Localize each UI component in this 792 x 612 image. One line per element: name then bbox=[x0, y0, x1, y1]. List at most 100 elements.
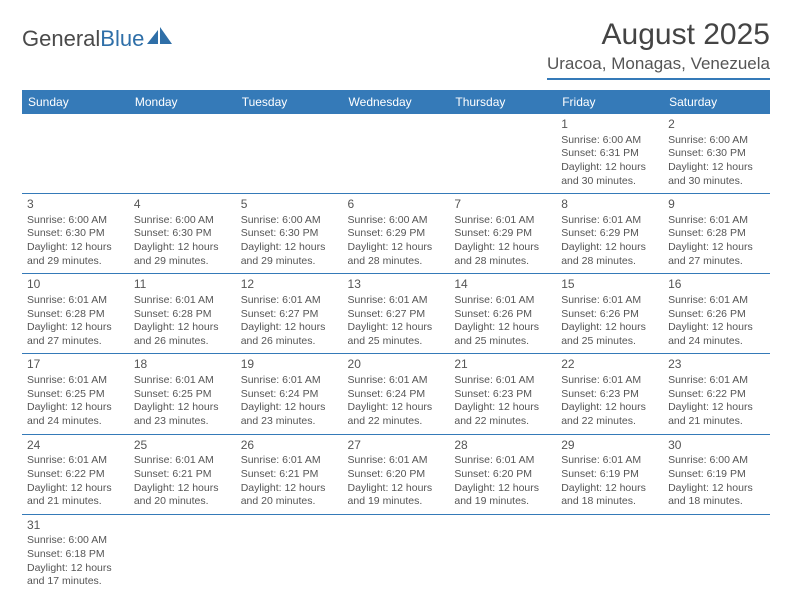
calendar-cell: 13Sunrise: 6:01 AMSunset: 6:27 PMDayligh… bbox=[343, 274, 450, 354]
daylight-line: Daylight: 12 hours and 24 minutes. bbox=[27, 401, 124, 428]
sunrise-line: Sunrise: 6:01 AM bbox=[134, 294, 231, 308]
day-number: 22 bbox=[561, 357, 658, 373]
calendar-cell: 3Sunrise: 6:00 AMSunset: 6:30 PMDaylight… bbox=[22, 194, 129, 274]
calendar-cell bbox=[343, 114, 450, 194]
calendar-cell: 26Sunrise: 6:01 AMSunset: 6:21 PMDayligh… bbox=[236, 434, 343, 514]
calendar-cell: 15Sunrise: 6:01 AMSunset: 6:26 PMDayligh… bbox=[556, 274, 663, 354]
daylight-line: Daylight: 12 hours and 17 minutes. bbox=[27, 562, 124, 589]
sunset-line: Sunset: 6:22 PM bbox=[668, 388, 765, 402]
sunrise-line: Sunrise: 6:01 AM bbox=[454, 214, 551, 228]
day-number: 14 bbox=[454, 277, 551, 293]
day-number: 12 bbox=[241, 277, 338, 293]
daylight-line: Daylight: 12 hours and 24 minutes. bbox=[668, 321, 765, 348]
sunrise-line: Sunrise: 6:01 AM bbox=[668, 374, 765, 388]
calendar-cell: 31Sunrise: 6:00 AMSunset: 6:18 PMDayligh… bbox=[22, 514, 129, 594]
day-number: 29 bbox=[561, 438, 658, 454]
sunrise-line: Sunrise: 6:01 AM bbox=[348, 374, 445, 388]
sunset-line: Sunset: 6:23 PM bbox=[561, 388, 658, 402]
day-number: 24 bbox=[27, 438, 124, 454]
sunrise-line: Sunrise: 6:01 AM bbox=[454, 454, 551, 468]
sunset-line: Sunset: 6:27 PM bbox=[241, 308, 338, 322]
day-number: 7 bbox=[454, 197, 551, 213]
daylight-line: Daylight: 12 hours and 22 minutes. bbox=[348, 401, 445, 428]
daylight-line: Daylight: 12 hours and 28 minutes. bbox=[454, 241, 551, 268]
calendar-cell bbox=[663, 514, 770, 594]
calendar-cell: 28Sunrise: 6:01 AMSunset: 6:20 PMDayligh… bbox=[449, 434, 556, 514]
day-number: 25 bbox=[134, 438, 231, 454]
calendar-head: SundayMondayTuesdayWednesdayThursdayFrid… bbox=[22, 90, 770, 114]
weekday-header: Monday bbox=[129, 90, 236, 114]
weekday-header: Tuesday bbox=[236, 90, 343, 114]
sunrise-line: Sunrise: 6:01 AM bbox=[134, 454, 231, 468]
calendar-cell bbox=[236, 514, 343, 594]
weekday-header: Friday bbox=[556, 90, 663, 114]
daylight-line: Daylight: 12 hours and 19 minutes. bbox=[454, 482, 551, 509]
sunset-line: Sunset: 6:21 PM bbox=[134, 468, 231, 482]
calendar-cell bbox=[22, 114, 129, 194]
day-number: 27 bbox=[348, 438, 445, 454]
daylight-line: Daylight: 12 hours and 26 minutes. bbox=[241, 321, 338, 348]
daylight-line: Daylight: 12 hours and 18 minutes. bbox=[668, 482, 765, 509]
calendar-cell bbox=[129, 114, 236, 194]
location: Uracoa, Monagas, Venezuela bbox=[547, 54, 770, 80]
day-number: 13 bbox=[348, 277, 445, 293]
calendar-cell: 21Sunrise: 6:01 AMSunset: 6:23 PMDayligh… bbox=[449, 354, 556, 434]
title-block: August 2025 Uracoa, Monagas, Venezuela bbox=[547, 18, 770, 80]
sunset-line: Sunset: 6:20 PM bbox=[454, 468, 551, 482]
calendar-cell: 19Sunrise: 6:01 AMSunset: 6:24 PMDayligh… bbox=[236, 354, 343, 434]
sunset-line: Sunset: 6:29 PM bbox=[561, 227, 658, 241]
sunset-line: Sunset: 6:30 PM bbox=[27, 227, 124, 241]
sunrise-line: Sunrise: 6:01 AM bbox=[27, 294, 124, 308]
calendar-cell bbox=[236, 114, 343, 194]
sunset-line: Sunset: 6:29 PM bbox=[348, 227, 445, 241]
sunset-line: Sunset: 6:19 PM bbox=[561, 468, 658, 482]
sunrise-line: Sunrise: 6:01 AM bbox=[241, 454, 338, 468]
sunrise-line: Sunrise: 6:01 AM bbox=[561, 374, 658, 388]
sunset-line: Sunset: 6:28 PM bbox=[668, 227, 765, 241]
daylight-line: Daylight: 12 hours and 21 minutes. bbox=[27, 482, 124, 509]
day-number: 28 bbox=[454, 438, 551, 454]
day-number: 23 bbox=[668, 357, 765, 373]
calendar-row: 1Sunrise: 6:00 AMSunset: 6:31 PMDaylight… bbox=[22, 114, 770, 194]
sunrise-line: Sunrise: 6:00 AM bbox=[668, 454, 765, 468]
sunrise-line: Sunrise: 6:00 AM bbox=[27, 534, 124, 548]
calendar-cell: 22Sunrise: 6:01 AMSunset: 6:23 PMDayligh… bbox=[556, 354, 663, 434]
sunrise-line: Sunrise: 6:01 AM bbox=[134, 374, 231, 388]
sunrise-line: Sunrise: 6:01 AM bbox=[27, 454, 124, 468]
sunrise-line: Sunrise: 6:01 AM bbox=[454, 374, 551, 388]
calendar-cell bbox=[449, 114, 556, 194]
calendar-row: 10Sunrise: 6:01 AMSunset: 6:28 PMDayligh… bbox=[22, 274, 770, 354]
calendar-cell: 10Sunrise: 6:01 AMSunset: 6:28 PMDayligh… bbox=[22, 274, 129, 354]
calendar-cell: 12Sunrise: 6:01 AMSunset: 6:27 PMDayligh… bbox=[236, 274, 343, 354]
logo-sail-icon bbox=[147, 27, 173, 45]
logo-text-general: General bbox=[22, 26, 100, 52]
sunrise-line: Sunrise: 6:01 AM bbox=[561, 294, 658, 308]
daylight-line: Daylight: 12 hours and 28 minutes. bbox=[348, 241, 445, 268]
daylight-line: Daylight: 12 hours and 27 minutes. bbox=[27, 321, 124, 348]
sunset-line: Sunset: 6:28 PM bbox=[134, 308, 231, 322]
day-number: 5 bbox=[241, 197, 338, 213]
daylight-line: Daylight: 12 hours and 19 minutes. bbox=[348, 482, 445, 509]
daylight-line: Daylight: 12 hours and 30 minutes. bbox=[668, 161, 765, 188]
calendar-cell: 4Sunrise: 6:00 AMSunset: 6:30 PMDaylight… bbox=[129, 194, 236, 274]
sunrise-line: Sunrise: 6:01 AM bbox=[668, 214, 765, 228]
calendar-cell: 20Sunrise: 6:01 AMSunset: 6:24 PMDayligh… bbox=[343, 354, 450, 434]
daylight-line: Daylight: 12 hours and 25 minutes. bbox=[561, 321, 658, 348]
sunrise-line: Sunrise: 6:01 AM bbox=[348, 454, 445, 468]
calendar-cell: 2Sunrise: 6:00 AMSunset: 6:30 PMDaylight… bbox=[663, 114, 770, 194]
sunrise-line: Sunrise: 6:01 AM bbox=[561, 214, 658, 228]
day-number: 31 bbox=[27, 518, 124, 534]
day-number: 10 bbox=[27, 277, 124, 293]
month-title: August 2025 bbox=[547, 18, 770, 52]
sunset-line: Sunset: 6:21 PM bbox=[241, 468, 338, 482]
sunrise-line: Sunrise: 6:01 AM bbox=[241, 294, 338, 308]
sunset-line: Sunset: 6:18 PM bbox=[27, 548, 124, 562]
sunset-line: Sunset: 6:23 PM bbox=[454, 388, 551, 402]
day-number: 21 bbox=[454, 357, 551, 373]
sunset-line: Sunset: 6:27 PM bbox=[348, 308, 445, 322]
day-number: 20 bbox=[348, 357, 445, 373]
day-number: 4 bbox=[134, 197, 231, 213]
day-number: 26 bbox=[241, 438, 338, 454]
sunset-line: Sunset: 6:25 PM bbox=[27, 388, 124, 402]
sunset-line: Sunset: 6:29 PM bbox=[454, 227, 551, 241]
